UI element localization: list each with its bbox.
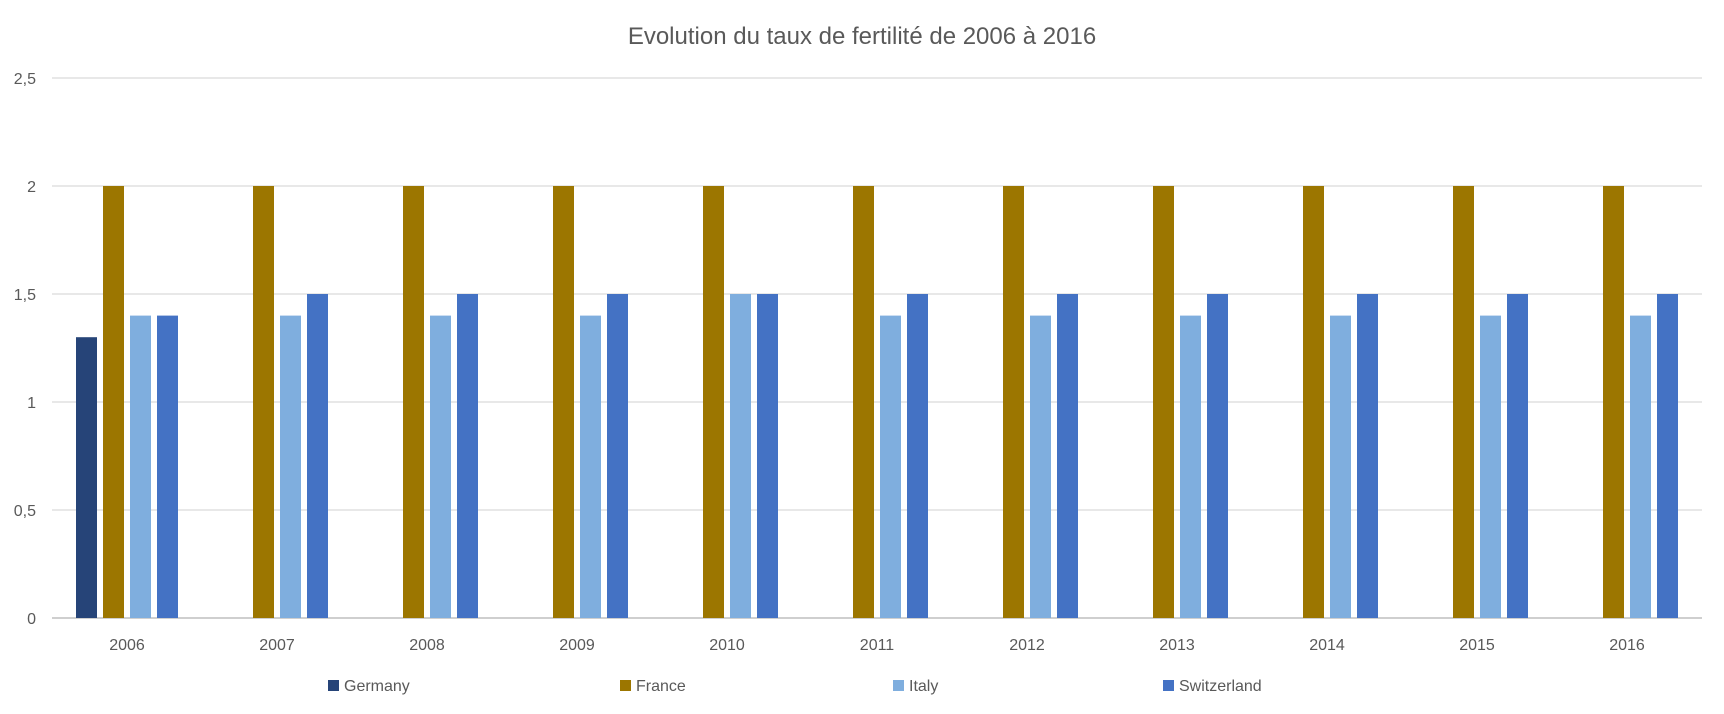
bar-switzerland-2013 <box>1207 294 1228 618</box>
chart-title: Evolution du taux de fertilité de 2006 à… <box>628 23 1096 50</box>
y-tick-label: 1 <box>27 395 36 412</box>
bar-switzerland-2012 <box>1057 294 1078 618</box>
x-tick-label: 2010 <box>709 637 745 654</box>
x-tick-label: 2008 <box>409 637 445 654</box>
bar-france-2011 <box>853 186 874 618</box>
bar-france-2013 <box>1153 186 1174 618</box>
bar-italy-2008 <box>430 315 451 618</box>
bar-switzerland-2015 <box>1507 294 1528 618</box>
y-tick-label: 0,5 <box>14 503 36 520</box>
x-tick-label: 2006 <box>109 637 145 654</box>
y-axis-ticks: 0 0,5 1 1,5 2 2,5 <box>14 71 36 628</box>
legend-swatch <box>328 680 339 691</box>
bar-italy-2010 <box>730 294 751 618</box>
bar-france-2016 <box>1603 186 1624 618</box>
legend-label: Italy <box>909 678 938 695</box>
x-tick-label: 2009 <box>559 637 595 654</box>
y-tick-label: 2 <box>27 179 36 196</box>
bar-italy-2007 <box>280 315 301 618</box>
legend-item-italy: Italy <box>893 678 938 695</box>
x-tick-label: 2015 <box>1459 637 1495 654</box>
bar-switzerland-2010 <box>757 294 778 618</box>
y-tick-label: 2,5 <box>14 71 36 88</box>
legend-label: Switzerland <box>1179 678 1262 695</box>
legend: Germany France Italy Switzerland <box>328 678 1262 695</box>
bar-france-2012 <box>1003 186 1024 618</box>
x-tick-label: 2012 <box>1009 637 1045 654</box>
bar-france-2006 <box>103 186 124 618</box>
bar-switzerland-2008 <box>457 294 478 618</box>
legend-label: France <box>636 678 686 695</box>
x-tick-label: 2007 <box>259 637 295 654</box>
bar-italy-2006 <box>130 315 151 618</box>
x-tick-label: 2014 <box>1309 637 1345 654</box>
bar-switzerland-2016 <box>1657 294 1678 618</box>
bar-italy-2011 <box>880 315 901 618</box>
y-tick-label: 1,5 <box>14 287 36 304</box>
y-tick-label: 0 <box>27 611 36 628</box>
bar-switzerland-2014 <box>1357 294 1378 618</box>
x-tick-label: 2016 <box>1609 637 1645 654</box>
x-axis-ticks: 2006 2007 2008 2009 2010 2011 2012 2013 2014 2015… <box>109 637 1645 654</box>
legend-item-switzerland: Switzerland <box>1163 678 1262 695</box>
bars <box>76 186 1678 618</box>
bar-germany-2006 <box>76 337 97 618</box>
bar-france-2015 <box>1453 186 1474 618</box>
legend-swatch <box>620 680 631 691</box>
bar-italy-2015 <box>1480 315 1501 618</box>
bar-france-2010 <box>703 186 724 618</box>
bar-switzerland-2007 <box>307 294 328 618</box>
bar-france-2009 <box>553 186 574 618</box>
bar-france-2014 <box>1303 186 1324 618</box>
bar-switzerland-2011 <box>907 294 928 618</box>
bar-france-2007 <box>253 186 274 618</box>
bar-france-2008 <box>403 186 424 618</box>
x-tick-label: 2013 <box>1159 637 1195 654</box>
legend-item-france: France <box>620 678 686 695</box>
legend-label: Germany <box>344 678 410 695</box>
bar-switzerland-2009 <box>607 294 628 618</box>
bar-italy-2009 <box>580 315 601 618</box>
bar-italy-2016 <box>1630 315 1651 618</box>
legend-swatch <box>893 680 904 691</box>
bar-italy-2012 <box>1030 315 1051 618</box>
legend-swatch <box>1163 680 1174 691</box>
bar-italy-2014 <box>1330 315 1351 618</box>
bar-switzerland-2006 <box>157 315 178 618</box>
x-tick-label: 2011 <box>860 637 895 654</box>
bar-italy-2013 <box>1180 315 1201 618</box>
legend-item-germany: Germany <box>328 678 410 695</box>
